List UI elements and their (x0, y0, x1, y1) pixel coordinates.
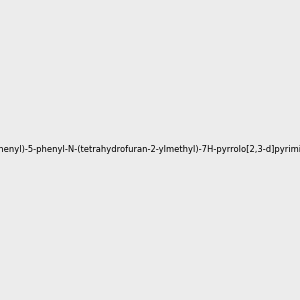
Text: 7-(4-chlorophenyl)-5-phenyl-N-(tetrahydrofuran-2-ylmethyl)-7H-pyrrolo[2,3-d]pyri: 7-(4-chlorophenyl)-5-phenyl-N-(tetrahydr… (0, 146, 300, 154)
